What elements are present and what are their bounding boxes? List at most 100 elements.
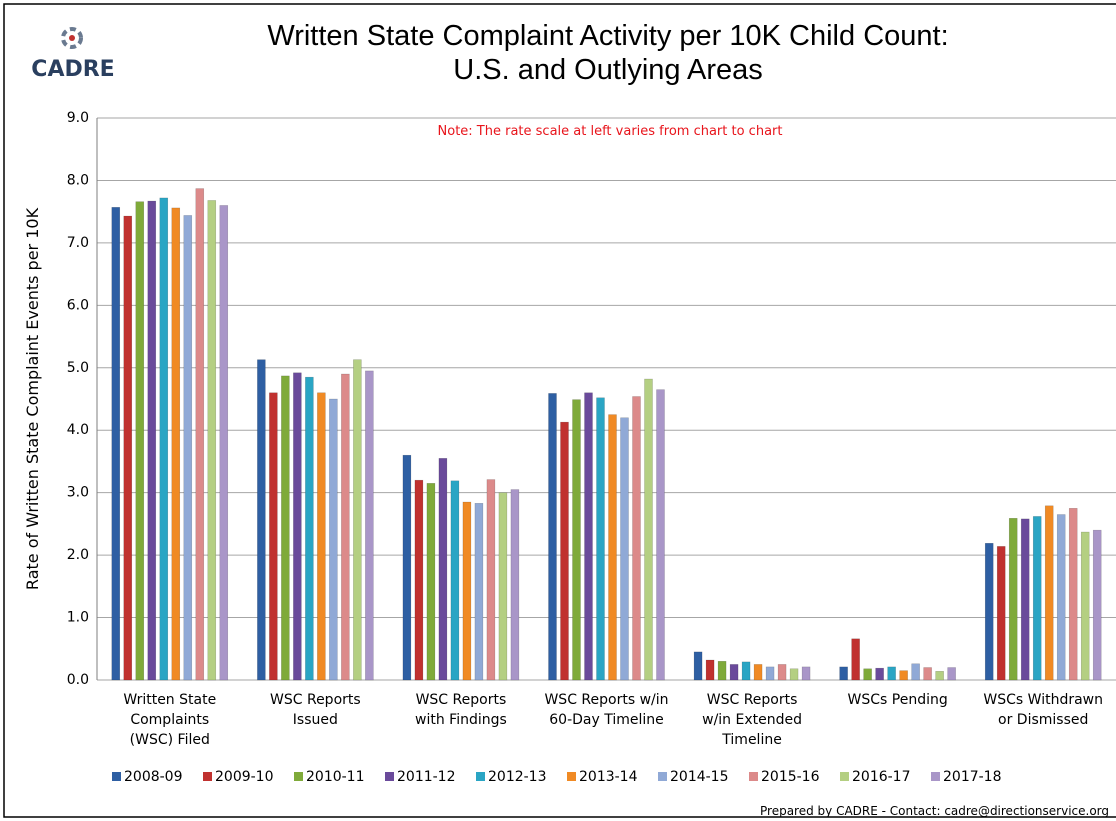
legend-swatch bbox=[749, 772, 758, 781]
logo-icon bbox=[61, 27, 83, 49]
y-tick-label: 6.0 bbox=[67, 297, 89, 313]
bar bbox=[402, 454, 412, 681]
bar bbox=[183, 215, 193, 681]
bar bbox=[1092, 529, 1102, 681]
bar bbox=[365, 370, 374, 681]
legend-swatch bbox=[112, 772, 121, 781]
legend-swatch bbox=[476, 772, 485, 781]
legend-label: 2015-16 bbox=[761, 769, 820, 785]
y-tick-label: 1.0 bbox=[67, 610, 89, 626]
y-axis-label: Rate of Written State Complaint Events p… bbox=[23, 207, 42, 590]
bar bbox=[947, 667, 956, 681]
bar bbox=[935, 671, 944, 681]
bar bbox=[1008, 518, 1018, 681]
bar bbox=[293, 372, 302, 681]
bar bbox=[887, 666, 896, 681]
legend-label: 2009-10 bbox=[215, 769, 274, 785]
bar bbox=[147, 200, 157, 681]
legend-swatch bbox=[840, 772, 849, 781]
bar bbox=[510, 489, 520, 681]
bar bbox=[159, 197, 169, 681]
legend-swatch bbox=[658, 772, 667, 781]
bar bbox=[341, 373, 350, 681]
bar bbox=[632, 396, 641, 681]
bar bbox=[656, 389, 665, 681]
bar bbox=[911, 663, 920, 681]
bar bbox=[1068, 508, 1078, 681]
bar bbox=[329, 398, 338, 681]
y-tick-label: 3.0 bbox=[67, 485, 89, 501]
bar bbox=[498, 492, 508, 681]
x-tick-label: WSC Reports Issued bbox=[270, 692, 361, 728]
bar bbox=[741, 661, 751, 681]
bar bbox=[474, 503, 484, 681]
bar bbox=[620, 417, 629, 681]
bar bbox=[839, 666, 848, 681]
legend-swatch bbox=[931, 772, 940, 781]
bar bbox=[729, 664, 739, 681]
y-tick-label: 0.0 bbox=[67, 672, 89, 688]
bar bbox=[317, 392, 326, 681]
bar bbox=[438, 458, 448, 681]
legend-swatch bbox=[203, 772, 212, 781]
y-tick-label: 4.0 bbox=[67, 422, 89, 438]
y-tick-label: 9.0 bbox=[67, 110, 89, 126]
x-tick-label: WSCs Withdrawn or Dismissed bbox=[983, 692, 1103, 728]
legend-label: 2012-13 bbox=[488, 769, 547, 785]
legend-label: 2011-12 bbox=[397, 769, 456, 785]
bar bbox=[305, 376, 314, 681]
bar bbox=[1020, 518, 1030, 681]
y-tick-label: 7.0 bbox=[67, 235, 89, 251]
legend-label: 2016-17 bbox=[852, 769, 911, 785]
bar bbox=[717, 661, 727, 681]
x-tick-label: WSCs Pending bbox=[848, 692, 948, 708]
footer: Prepared by CADRE - Contact: cadre@direc… bbox=[760, 804, 1109, 818]
bar bbox=[608, 414, 617, 681]
bar bbox=[207, 200, 217, 681]
bar bbox=[462, 501, 472, 681]
bar bbox=[705, 659, 715, 681]
bar bbox=[257, 359, 266, 681]
bar bbox=[584, 392, 593, 681]
annotation: Note: The rate scale at left varies from… bbox=[438, 124, 783, 139]
bar bbox=[596, 397, 605, 681]
bar bbox=[195, 188, 205, 681]
bar bbox=[548, 393, 557, 681]
bar bbox=[984, 542, 994, 681]
bar bbox=[789, 668, 799, 681]
chart-title: Written State Complaint Activity per 10K… bbox=[267, 20, 948, 86]
legend-swatch bbox=[385, 772, 394, 781]
bar bbox=[450, 480, 460, 681]
logo-text: CADRE bbox=[31, 57, 114, 82]
legend-label: 2010-11 bbox=[306, 769, 365, 785]
bar bbox=[996, 546, 1006, 681]
legend-label: 2014-15 bbox=[670, 769, 729, 785]
bar bbox=[1080, 531, 1090, 681]
bar bbox=[219, 205, 229, 681]
legend-label: 2017-18 bbox=[943, 769, 1002, 785]
y-tick-label: 2.0 bbox=[67, 547, 89, 563]
legend-label: 2008-09 bbox=[124, 769, 183, 785]
x-tick-label: WSC Reports with Findings bbox=[415, 692, 507, 728]
legend-swatch bbox=[567, 772, 576, 781]
bar bbox=[1044, 505, 1054, 681]
bar bbox=[426, 483, 436, 681]
legend-label: 2013-14 bbox=[579, 769, 638, 785]
bar bbox=[123, 215, 133, 681]
bar bbox=[281, 375, 290, 681]
bar bbox=[572, 399, 581, 681]
x-tick-label: WSC Reports w/in 60-Day Timeline bbox=[544, 692, 668, 728]
bar bbox=[899, 670, 908, 681]
legend-swatch bbox=[294, 772, 303, 781]
x-tick-label: WSC Reports w/in Extended Timeline bbox=[702, 692, 802, 748]
bar bbox=[777, 664, 787, 681]
y-tick-label: 5.0 bbox=[67, 360, 89, 376]
bar bbox=[693, 651, 703, 681]
bar bbox=[875, 667, 884, 681]
bar bbox=[1056, 514, 1066, 681]
bar bbox=[753, 664, 763, 681]
bar bbox=[353, 359, 362, 681]
bar bbox=[863, 668, 872, 681]
y-tick-label: 8.0 bbox=[67, 172, 89, 188]
